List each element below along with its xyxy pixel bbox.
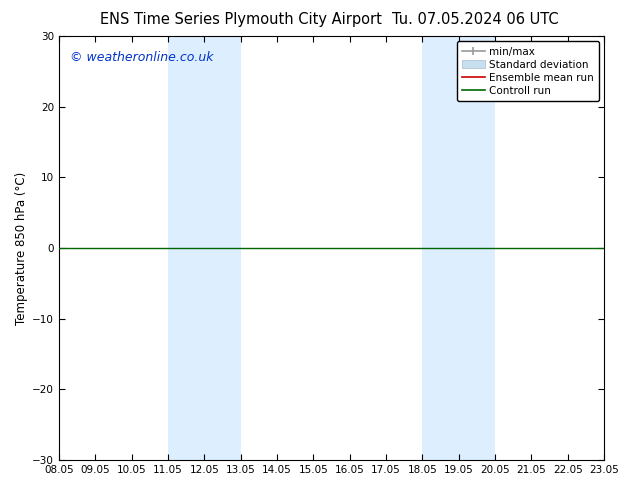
Bar: [422, 36, 495, 460]
Bar: [168, 36, 241, 460]
Text: Tu. 07.05.2024 06 UTC: Tu. 07.05.2024 06 UTC: [392, 12, 559, 27]
Text: ENS Time Series Plymouth City Airport: ENS Time Series Plymouth City Airport: [100, 12, 382, 27]
Y-axis label: Temperature 850 hPa (°C): Temperature 850 hPa (°C): [15, 172, 28, 325]
Legend: min/max, Standard deviation, Ensemble mean run, Controll run: min/max, Standard deviation, Ensemble me…: [456, 41, 599, 101]
Text: © weatheronline.co.uk: © weatheronline.co.uk: [70, 51, 213, 64]
